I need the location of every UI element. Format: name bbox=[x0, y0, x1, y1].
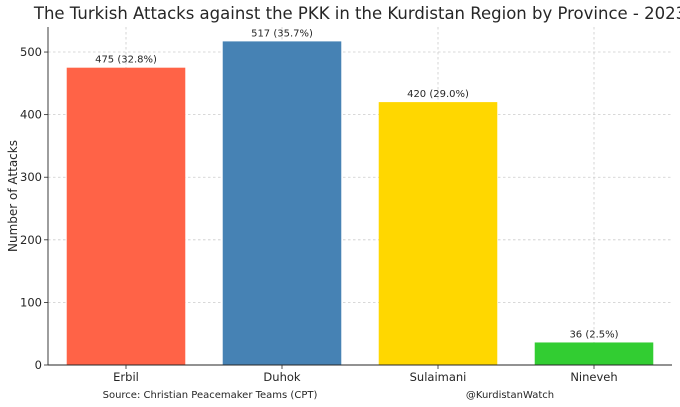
y-tick-label: 200 bbox=[20, 233, 42, 247]
y-tick-label: 100 bbox=[20, 295, 42, 309]
data-label: 420 (29.0%) bbox=[407, 89, 469, 100]
y-axis-label: Number of Attacks bbox=[6, 140, 20, 252]
data-label: 517 (35.7%) bbox=[251, 28, 313, 39]
chart-title: The Turkish Attacks against the PKK in t… bbox=[33, 4, 680, 23]
x-tick-label: Duhok bbox=[263, 370, 300, 384]
y-tick-label: 0 bbox=[35, 358, 42, 372]
labels: 0 100 200 300 400 500 475 (32.8%) Erbil 517 (35.… bbox=[20, 28, 619, 384]
data-label: 36 (2.5%) bbox=[569, 329, 618, 340]
bar-sulaimani bbox=[378, 102, 498, 365]
x-tick-label: Erbil bbox=[113, 370, 139, 384]
data-label: 475 (32.8%) bbox=[95, 55, 157, 66]
axes bbox=[44, 27, 672, 369]
x-tick-label: Nineveh bbox=[570, 370, 617, 384]
source-note: Source: Christian Peacemaker Teams (CPT) bbox=[103, 390, 318, 401]
bar-erbil bbox=[66, 67, 186, 366]
x-tick-label: Sulaimani bbox=[410, 370, 467, 384]
bar-nineveh bbox=[534, 342, 654, 365]
y-tick-label: 500 bbox=[20, 45, 42, 59]
watermark-handle: @KurdistanWatch bbox=[466, 390, 554, 401]
y-tick-label: 300 bbox=[20, 170, 42, 184]
y-tick-label: 400 bbox=[20, 108, 42, 122]
bar-duhok bbox=[222, 41, 342, 365]
bars bbox=[66, 41, 654, 366]
